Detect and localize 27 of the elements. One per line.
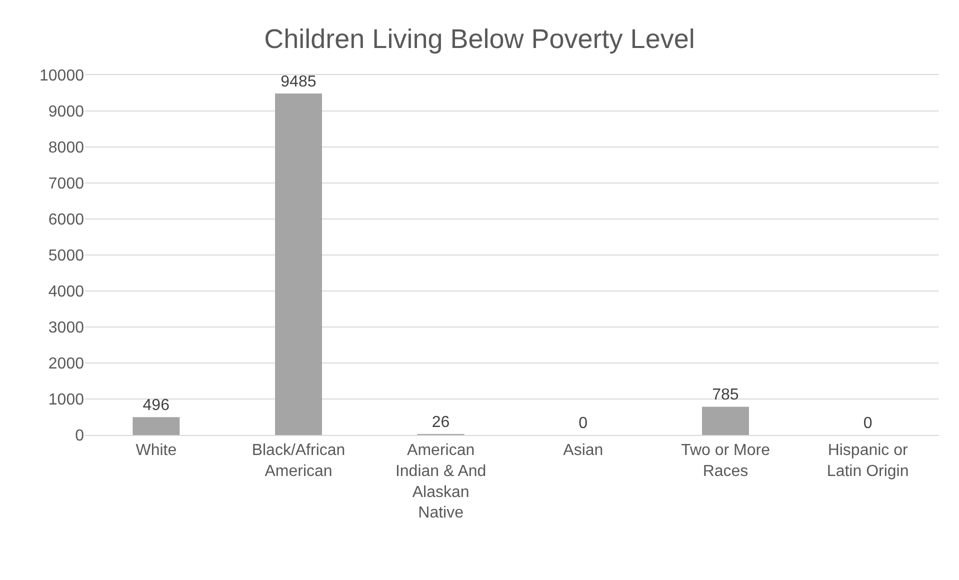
y-tick-label: 2000 (48, 356, 84, 373)
bar (702, 406, 749, 435)
y-tick-label: 9000 (48, 104, 84, 121)
data-label: 0 (578, 415, 588, 432)
y-tick-label: 7000 (48, 176, 84, 193)
data-label: 785 (712, 386, 739, 404)
x-tick-label: American Indian & And Alaskan Native (395, 442, 486, 522)
y-tick-label: 4000 (48, 284, 84, 301)
y-tick-label: 8000 (48, 140, 84, 157)
data-label: 0 (863, 415, 872, 432)
data-label: 26 (432, 414, 450, 431)
x-tick-label: Two or More Races (681, 442, 770, 480)
y-tick-label: 0 (75, 428, 84, 445)
x-tick-label: Hispanic or Latin Origin (826, 442, 909, 480)
chart-title: Children Living Below Poverty Level (264, 24, 695, 54)
x-tick-label: White (136, 442, 177, 460)
y-tick-label: 6000 (48, 212, 84, 229)
x-tick-label: Black/African American (252, 442, 346, 480)
data-label: 9485 (280, 74, 316, 91)
bar (132, 417, 180, 435)
y-tick-label: 1000 (48, 392, 84, 409)
x-tick-label: Asian (563, 442, 604, 460)
y-tick-label: 5000 (48, 248, 84, 265)
y-tick-label: 3000 (48, 320, 84, 337)
bar (275, 94, 322, 435)
data-label: 496 (142, 397, 170, 414)
y-tick-label: 10000 (40, 68, 84, 85)
